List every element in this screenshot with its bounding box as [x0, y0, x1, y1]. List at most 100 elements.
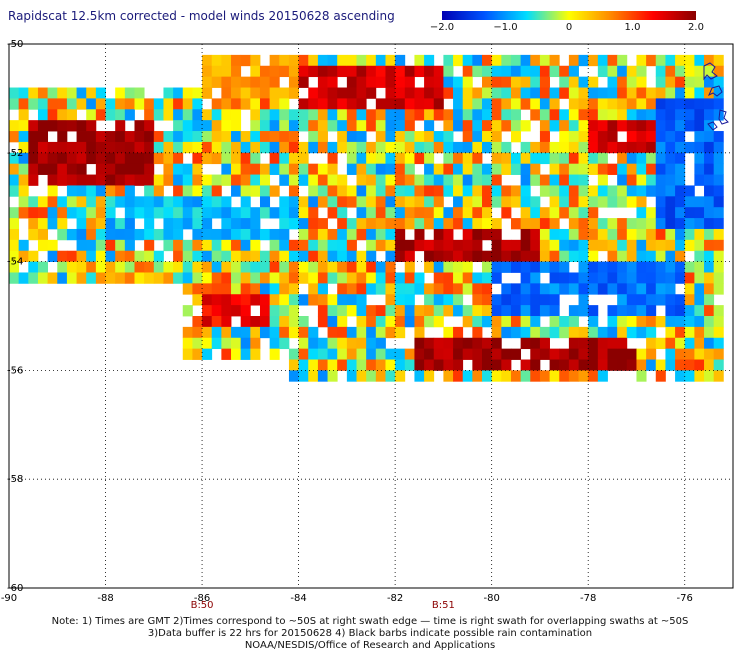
heatmap-cell: [192, 152, 203, 165]
heatmap-cell: [665, 359, 676, 371]
heatmap-cell: [366, 239, 377, 252]
heatmap-cell: [202, 305, 213, 317]
heatmap-cell: [76, 174, 87, 186]
heatmap-cell: [713, 207, 724, 219]
heatmap-cell: [298, 76, 309, 88]
heatmap-cell: [240, 316, 251, 328]
heatmap-cell: [530, 163, 541, 175]
heatmap-cell: [66, 228, 77, 241]
heatmap-cell: [530, 152, 541, 165]
heatmap-cell: [153, 131, 164, 143]
heatmap-cell: [462, 109, 473, 121]
heatmap-cell: [665, 283, 676, 295]
heatmap-cell: [76, 120, 87, 132]
heatmap-cell: [231, 131, 242, 143]
heatmap-cell: [443, 348, 454, 360]
heatmap-cell: [501, 109, 512, 121]
heatmap-cell: [395, 218, 406, 230]
heatmap-cell: [163, 272, 174, 284]
heatmap-cell: [231, 305, 242, 317]
heatmap-cell: [462, 337, 473, 350]
heatmap-cell: [549, 272, 560, 284]
heatmap-cell: [76, 239, 87, 252]
heatmap-cell: [9, 218, 20, 230]
heatmap-cell: [665, 152, 676, 165]
heatmap-cell: [578, 185, 589, 197]
heatmap-cell: [395, 87, 406, 99]
heatmap-cell: [472, 207, 483, 219]
heatmap-cell: [192, 109, 203, 121]
heatmap-cell: [192, 348, 203, 360]
heatmap-cell: [597, 185, 608, 197]
heatmap-cell: [617, 174, 628, 186]
heatmap-cell: [124, 261, 135, 273]
heatmap-cell: [539, 337, 550, 350]
heatmap-cell: [704, 174, 715, 186]
heatmap-cell: [192, 337, 203, 350]
heatmap-cell: [47, 163, 58, 175]
heatmap-cell: [298, 261, 309, 273]
heatmap-cell: [298, 250, 309, 262]
heatmap-cell: [675, 239, 686, 252]
heatmap-cell: [385, 120, 396, 132]
heatmap-cell: [337, 359, 348, 371]
heatmap-cell: [385, 131, 396, 143]
heatmap-cell: [385, 185, 396, 197]
heatmap-cell: [646, 207, 657, 219]
heatmap-cell: [86, 196, 97, 208]
heatmap-cell: [549, 185, 560, 197]
heatmap-cell: [346, 87, 357, 99]
heatmap-cell: [607, 359, 618, 371]
heatmap-cell: [144, 174, 155, 186]
heatmap-cell: [559, 152, 570, 165]
heatmap-cell: [472, 218, 483, 230]
heatmap-cell: [192, 87, 203, 99]
heatmap-cell: [86, 185, 97, 197]
heatmap-cell: [626, 250, 637, 262]
heatmap-cell: [124, 207, 135, 219]
heatmap-cell: [597, 152, 608, 165]
heatmap-cell: [665, 109, 676, 121]
heatmap-cell: [694, 87, 705, 99]
heatmap-cell: [37, 98, 49, 110]
heatmap-cell: [66, 87, 77, 99]
heatmap-cell: [646, 141, 657, 154]
heatmap-cell: [588, 131, 599, 143]
heatmap-cell: [675, 65, 686, 78]
heatmap-cell: [153, 98, 164, 110]
heatmap-cell: [144, 131, 155, 143]
heatmap-cell: [501, 283, 512, 295]
heatmap-cell: [134, 207, 145, 219]
heatmap-cell: [617, 54, 628, 67]
heatmap-cell: [28, 207, 39, 219]
heatmap-cell: [453, 250, 464, 262]
heatmap-cell: [163, 87, 174, 99]
heatmap-cell: [356, 207, 367, 219]
heatmap-cell: [404, 261, 415, 273]
heatmap-cell: [76, 228, 87, 241]
heatmap-cell: [211, 174, 222, 186]
heatmap-cell: [173, 261, 184, 273]
heatmap-cell: [356, 152, 367, 165]
heatmap-cell: [385, 207, 396, 219]
heatmap-cell: [95, 261, 106, 273]
heatmap-cell: [482, 109, 493, 121]
heatmap-cell: [202, 185, 213, 197]
heatmap-cell: [443, 163, 454, 175]
heatmap-cell: [269, 337, 280, 350]
heatmap-cell: [240, 163, 251, 175]
heatmap-cell: [568, 218, 579, 230]
heatmap-cell: [665, 76, 676, 88]
heatmap-cell: [385, 272, 396, 284]
heatmap-cell: [578, 120, 589, 132]
heatmap-cell: [375, 261, 386, 273]
heatmap-cell: [491, 337, 502, 350]
heatmap-cell: [346, 196, 357, 208]
heatmap-cell: [539, 250, 550, 262]
heatmap-cell: [404, 305, 415, 317]
heatmap-cell: [385, 239, 396, 252]
heatmap-cell: [395, 163, 406, 175]
heatmap-cell: [337, 207, 348, 219]
heatmap-cell: [66, 272, 77, 284]
heatmap-cell: [607, 228, 618, 241]
